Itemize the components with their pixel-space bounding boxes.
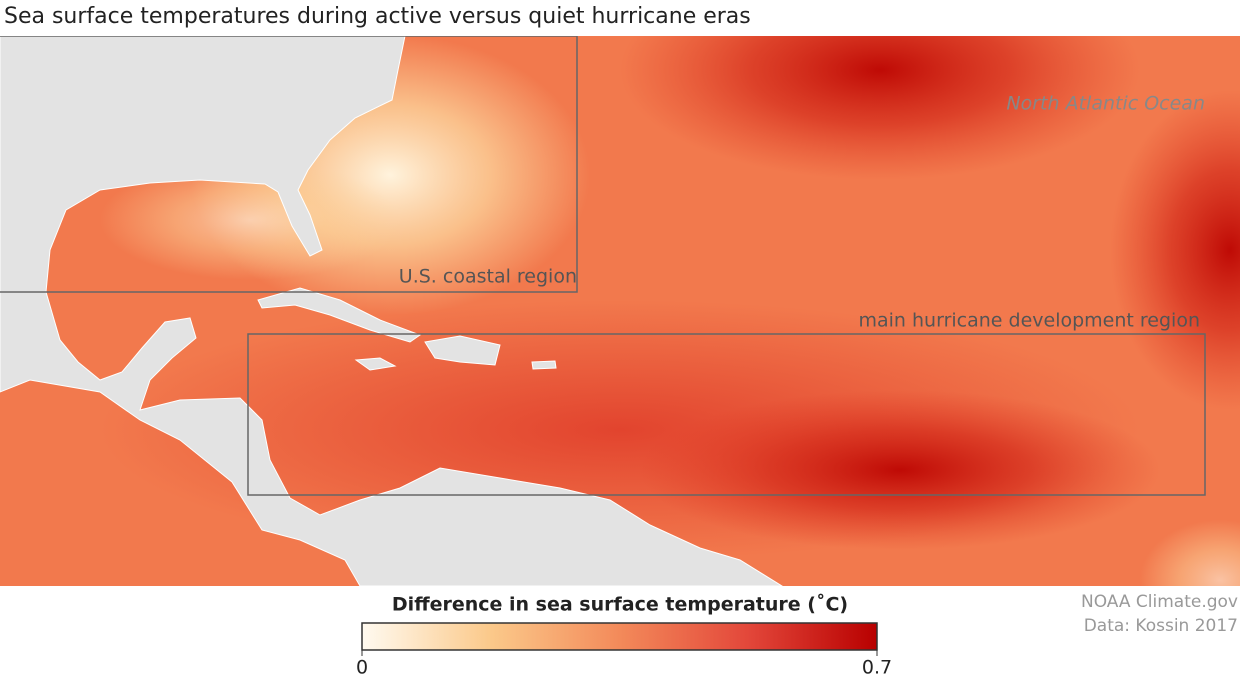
- hispaniola: [424, 335, 501, 366]
- coastal-region-box: [0, 36, 578, 293]
- credit: NOAA Climate.gov: [1081, 592, 1238, 612]
- region-label: U.S. coastal region: [399, 266, 577, 288]
- title: Sea surface temperatures during active v…: [4, 4, 751, 29]
- warm-area: [620, 36, 1140, 180]
- cuba: [257, 287, 422, 343]
- colorbar: [361, 622, 878, 651]
- ocean-label: North Atlantic Ocean: [1006, 93, 1205, 115]
- cool-area: [100, 160, 400, 280]
- colorbar-title: Difference in sea surface temperature (˚…: [392, 593, 848, 616]
- cool-area: [1140, 520, 1240, 586]
- colorbar-tick-label: 0.7: [862, 657, 892, 679]
- map: North Atlantic Ocean U.S. coastal region…: [0, 36, 1240, 586]
- north-america: [0, 36, 783, 586]
- warm-area: [640, 390, 1160, 550]
- puerto-rico: [531, 360, 557, 370]
- jamaica: [354, 357, 397, 371]
- warm-area: [1110, 90, 1240, 410]
- region-label: main hurricane development region: [859, 310, 1201, 332]
- development-region-box: [247, 333, 1206, 496]
- credit: Data: Kossin 2017: [1084, 616, 1238, 636]
- colorbar-tick-label: 0: [356, 657, 368, 679]
